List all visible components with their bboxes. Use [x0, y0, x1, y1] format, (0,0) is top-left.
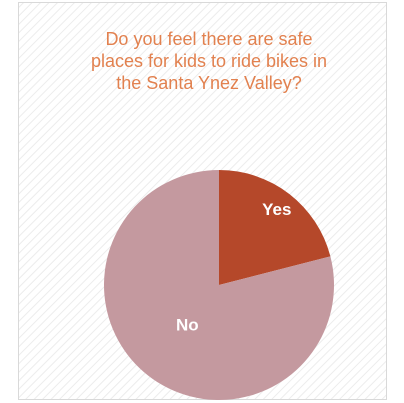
pie-slice [103, 170, 334, 400]
chart-title: Do you feel there are safe places for ki… [90, 29, 328, 93]
pie-slice [219, 170, 331, 285]
slice-label: No [176, 315, 199, 334]
slice-label: Yes [262, 200, 291, 219]
